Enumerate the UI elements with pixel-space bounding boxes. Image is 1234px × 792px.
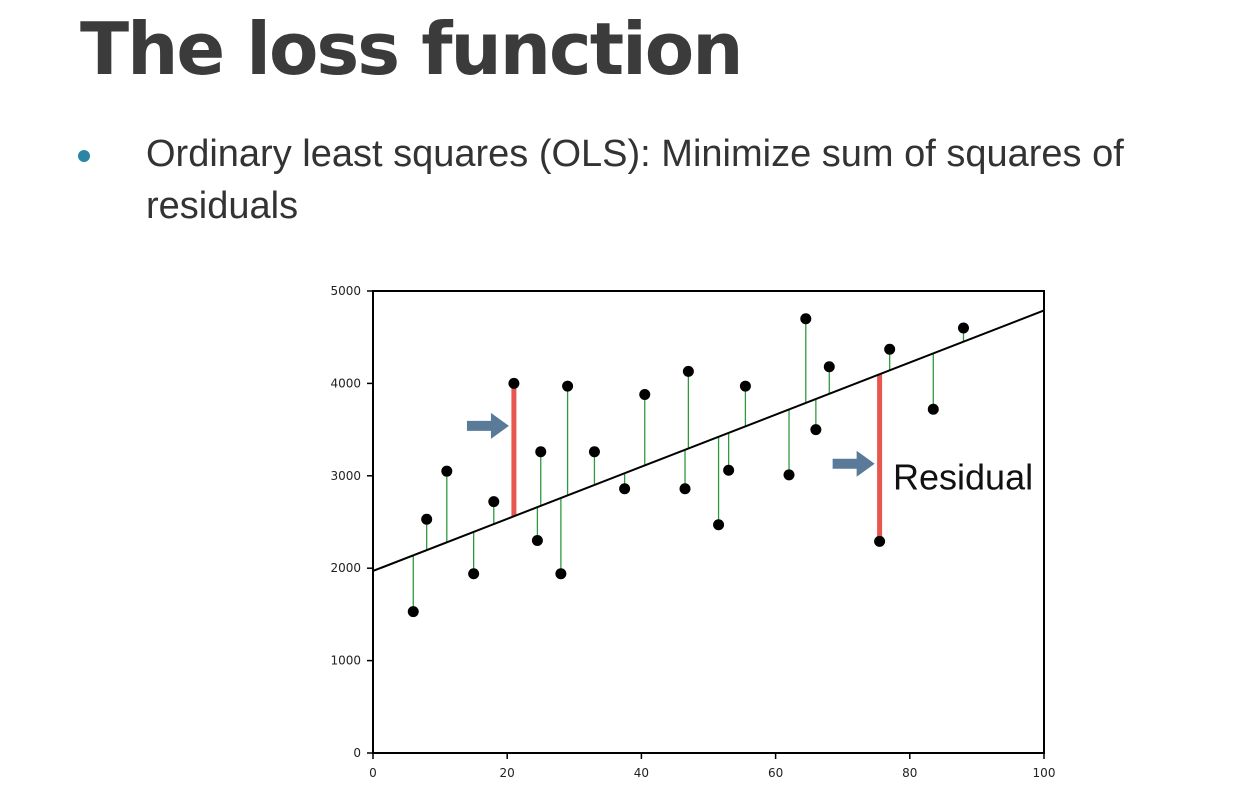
- x-axis-ticks: 0 20 40 60 80 100: [369, 753, 1055, 780]
- y-tick-label: 4000: [330, 376, 361, 390]
- bullet-dot: [78, 150, 90, 162]
- arrows: [466, 412, 875, 477]
- x-tick-label: 40: [634, 766, 649, 780]
- data-point: [823, 361, 835, 373]
- plot-frame: [372, 290, 1045, 754]
- x-tick-label: 100: [1033, 766, 1056, 780]
- data-point: [957, 322, 969, 334]
- data-point: [421, 513, 433, 525]
- bullet-text: Ordinary least squares (OLS): Minimize s…: [146, 133, 1124, 227]
- data-point: [810, 424, 822, 436]
- data-point: [713, 519, 725, 531]
- y-tick-label: 2000: [330, 561, 361, 575]
- regression-line: [372, 309, 1045, 572]
- data-points: [407, 313, 969, 618]
- data-point: [874, 535, 886, 547]
- data-point: [723, 464, 735, 476]
- residual-lines: [412, 318, 965, 612]
- data-point: [535, 446, 547, 458]
- annotations: Residual: [893, 457, 1033, 498]
- arrow-right-icon: [832, 450, 875, 477]
- data-point: [783, 469, 795, 481]
- y-tick-label: 3000: [330, 469, 361, 483]
- data-point: [800, 313, 812, 325]
- residual-label: Residual: [893, 457, 1033, 498]
- data-point: [468, 568, 480, 580]
- x-tick-label: 60: [768, 766, 783, 780]
- y-tick-label: 5000: [330, 284, 361, 298]
- data-point: [508, 377, 520, 389]
- x-tick-label: 80: [902, 766, 917, 780]
- data-point: [562, 380, 574, 392]
- data-point: [531, 534, 543, 546]
- data-point: [927, 403, 939, 415]
- x-tick-label: 20: [500, 766, 515, 780]
- data-point: [441, 465, 453, 477]
- slide-title: The loss function: [80, 7, 744, 91]
- y-axis-ticks: 0 1000 2000 3000 4000 5000: [330, 284, 373, 760]
- arrow-right-icon: [466, 412, 509, 439]
- data-point: [488, 496, 500, 508]
- y-tick-label: 1000: [330, 654, 361, 668]
- data-point: [884, 343, 896, 355]
- data-point: [407, 606, 419, 618]
- data-point: [588, 446, 600, 458]
- data-point: [555, 568, 567, 580]
- y-tick-label: 0: [353, 746, 361, 760]
- data-point: [639, 388, 651, 400]
- x-tick-label: 0: [369, 766, 377, 780]
- data-point: [682, 365, 694, 377]
- data-point: [739, 380, 751, 392]
- data-point: [619, 483, 631, 495]
- data-point: [679, 483, 691, 495]
